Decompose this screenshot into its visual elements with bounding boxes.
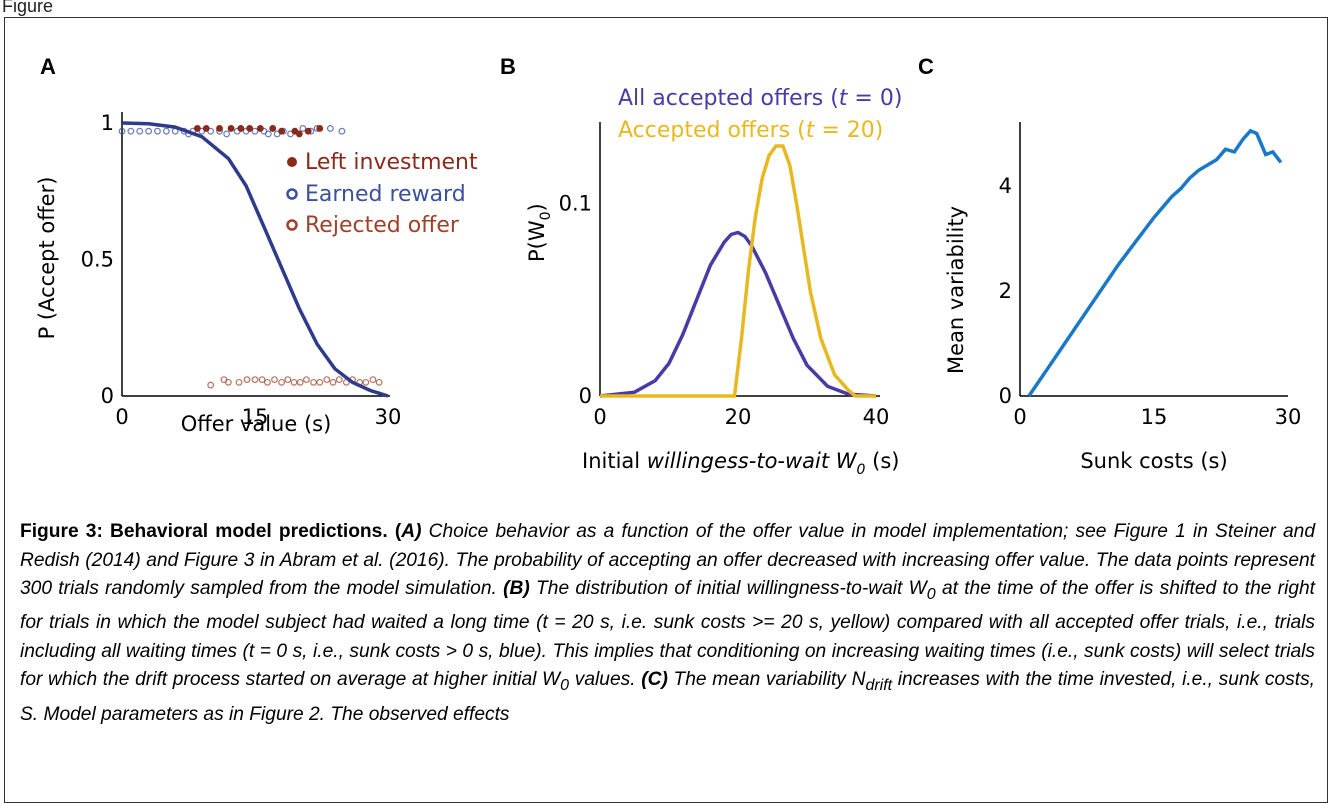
panel-label-c: C xyxy=(918,54,934,79)
rejected-point xyxy=(329,378,337,386)
rejected-point xyxy=(303,376,310,384)
panel-b-legend-t20: Accepted offers (t = 20) xyxy=(618,118,883,143)
panel-c-ytick-2: 4 xyxy=(999,174,1012,198)
figure-panels: A B C 0 0.5 1 0 15 30 Offer value (s) P (Acc… xyxy=(35,54,1301,478)
rejected-point xyxy=(278,378,286,386)
earned-point xyxy=(251,127,259,135)
left-point xyxy=(278,127,285,135)
legend-rejected-offer: Rejected offer xyxy=(305,213,460,238)
earned-point xyxy=(136,127,144,135)
rejected-point xyxy=(235,378,243,386)
panel-a-xtick-1: 15 xyxy=(242,405,269,429)
rejected-point xyxy=(375,378,383,386)
legend-earned-reward: Earned reward xyxy=(305,182,466,207)
chart-panel-c: 0 2 4 0 15 30 Sunk costs (s) Mean variabilit… xyxy=(944,122,1301,473)
left-point xyxy=(304,127,312,135)
rejected-point xyxy=(310,378,317,386)
rejected-point xyxy=(290,378,298,386)
caption-label-a: A) xyxy=(401,521,422,542)
caption-paren: ( xyxy=(387,521,402,542)
legend-earned-marker xyxy=(286,188,298,200)
earned-point xyxy=(299,125,307,132)
panel-b-ytick-1: 0.1 xyxy=(559,192,592,216)
earned-point xyxy=(338,127,346,135)
legend-left-marker xyxy=(287,157,297,167)
rejected-point xyxy=(284,376,292,384)
panel-a-ytick-1: 0.5 xyxy=(81,248,114,272)
panel-a-left-points xyxy=(193,125,324,138)
rejected-point xyxy=(264,378,271,386)
rejected-point xyxy=(316,378,324,386)
left-point xyxy=(193,125,201,132)
panel-b-ytick-0: 0 xyxy=(579,384,592,408)
panel-b-series-t20 xyxy=(600,144,876,398)
rejected-point xyxy=(251,376,259,384)
rejected-point xyxy=(271,376,278,384)
rejected-point xyxy=(362,378,370,386)
panel-c-xtick-1: 15 xyxy=(1141,405,1168,429)
panel-b-legend-all: All accepted offers (t = 0) xyxy=(618,86,902,111)
left-point xyxy=(295,130,303,138)
rejected-point xyxy=(335,376,343,384)
chart-panel-a: 0 0.5 1 0 15 30 Offer value (s) P (Accept of… xyxy=(35,111,478,436)
earned-point xyxy=(154,127,161,135)
panel-b-y-label: P(W0) xyxy=(525,203,554,262)
figure-caption: Figure 3: Behavioral model predictions. … xyxy=(20,518,1315,729)
panel-c-ytick-1: 2 xyxy=(999,279,1012,303)
caption-text-c: The mean variability Ndrift increases wi… xyxy=(20,669,1315,725)
rejected-point xyxy=(323,376,331,384)
caption-label-b: (B) xyxy=(503,578,530,599)
panel-a-rejected-points xyxy=(207,376,383,389)
earned-point xyxy=(127,127,135,135)
chart-panel-b: 0 0.1 0 20 40 Initial willingess-to-wait W0… xyxy=(525,86,902,478)
earned-point xyxy=(162,127,170,135)
left-point xyxy=(246,125,254,132)
left-point xyxy=(202,125,210,132)
page-top-text: Figure xyxy=(2,0,54,16)
rejected-point xyxy=(207,381,215,389)
left-point xyxy=(256,125,264,132)
panel-c-x-label: Sunk costs (s) xyxy=(1080,449,1227,473)
earned-point xyxy=(264,130,272,138)
panel-a-ytick-2: 1 xyxy=(101,111,114,135)
left-point xyxy=(269,125,277,132)
panel-a-y-label: P (Accept offer) xyxy=(35,177,59,340)
panel-b-x-label: Initial willingess-to-wait W0 (s) xyxy=(582,449,899,478)
panel-a-curve xyxy=(121,121,389,398)
left-point xyxy=(237,125,245,132)
left-point xyxy=(227,125,235,132)
panel-c-ytick-0: 0 xyxy=(999,384,1012,408)
panel-label-a: A xyxy=(40,54,56,79)
earned-point xyxy=(118,127,126,135)
panel-c-xtick-0: 0 xyxy=(1013,405,1026,429)
rejected-point xyxy=(369,376,377,384)
panel-a-x-label: Offer value (s) xyxy=(181,412,332,436)
panel-c-series xyxy=(1027,128,1283,397)
panel-c-xtick-2: 30 xyxy=(1275,405,1302,429)
panel-a-xtick-2: 30 xyxy=(375,405,402,429)
panel-c-y-label: Mean variability xyxy=(944,206,968,374)
earned-point xyxy=(326,125,334,132)
rejected-point xyxy=(296,378,304,386)
caption-text-b: The distribution of initial willingness-… xyxy=(20,578,1315,695)
left-point xyxy=(316,125,324,132)
rejected-point xyxy=(243,376,251,384)
earned-point xyxy=(145,127,153,135)
caption-label-c: (C) xyxy=(641,669,668,691)
caption-title: Figure 3: Behavioral model predictions. xyxy=(20,521,388,542)
panel-a-xtick-0: 0 xyxy=(115,405,128,429)
legend-rejected-marker xyxy=(286,219,298,231)
panel-b-xtick-2: 40 xyxy=(863,405,890,429)
rejected-point xyxy=(258,376,266,384)
panel-b-xtick-0: 0 xyxy=(593,405,606,429)
panel-a-ytick-0: 0 xyxy=(101,384,114,408)
panel-b-series-all xyxy=(599,230,877,398)
legend-left-investment: Left investment xyxy=(305,150,478,175)
earned-point xyxy=(223,130,231,138)
panel-label-b: B xyxy=(500,54,516,79)
caption-text-a: Choice behavior as a function of the off… xyxy=(20,521,1315,599)
rejected-point xyxy=(224,378,232,386)
panel-b-xtick-1: 20 xyxy=(725,405,752,429)
left-point xyxy=(216,125,223,132)
